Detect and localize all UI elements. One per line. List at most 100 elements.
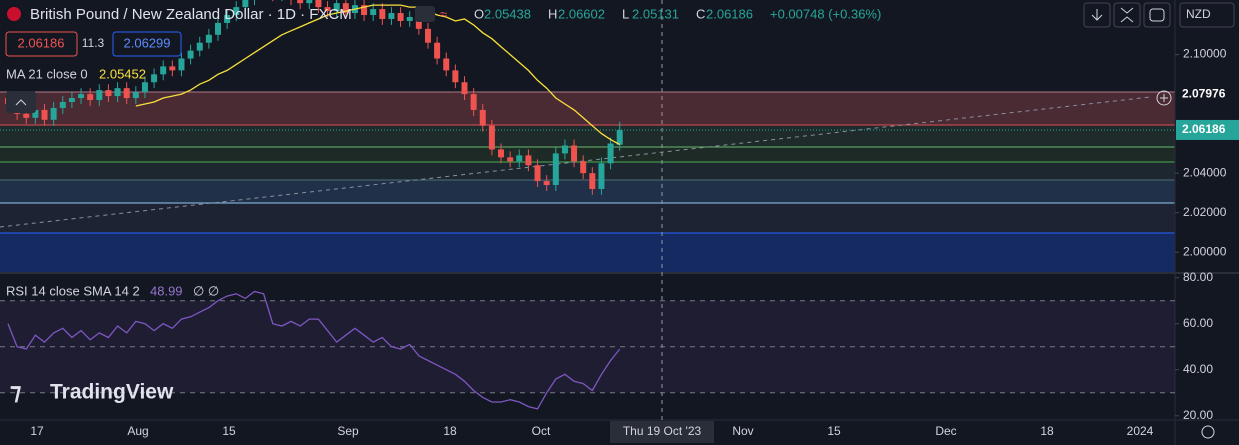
collapse-pane-icon: [1120, 7, 1134, 23]
candle-body: [470, 94, 477, 110]
candle-body: [415, 17, 422, 29]
zone: [0, 233, 1175, 272]
candle-body: [434, 42, 441, 59]
candle-body: [242, 0, 249, 8]
rsi-line: [7, 290, 621, 410]
candle-body: [87, 94, 94, 101]
candle-body: [488, 125, 495, 150]
candle-body: [50, 107, 57, 120]
candle-body: [78, 94, 85, 99]
candle-body: [379, 9, 386, 19]
x-tick-label: 2024: [1127, 424, 1154, 438]
settings-button[interactable]: [1201, 425, 1215, 439]
candle-body: [132, 92, 139, 99]
candle-body: [178, 58, 185, 71]
x-tick-label: Nov: [732, 424, 753, 438]
y-tick-label: 20.00: [1183, 408, 1213, 422]
x-tick-label: Sep: [337, 424, 359, 438]
candle-body: [607, 143, 614, 164]
ma-line: [135, 4, 621, 146]
candle-body: [151, 74, 158, 83]
zone: [0, 92, 1175, 125]
flag-icon: [7, 7, 21, 21]
brand: TradingView: [50, 381, 174, 404]
ohlc: O 2.05438 H 2.06602 L 2.05131 C 2.06186: [474, 6, 753, 21]
y-tick-label: 80.00: [1183, 270, 1213, 284]
add-button[interactable]: [1156, 90, 1172, 106]
ohlc-value: 2.05131: [632, 6, 679, 21]
y-tick-label: 2.02000: [1183, 205, 1227, 219]
trend-line: [0, 96, 1151, 228]
ohlc-key: L: [622, 6, 629, 21]
candle-body: [525, 155, 532, 166]
eye-button[interactable]: [415, 6, 435, 22]
price-pane: [0, 0, 1175, 195]
crosshair-tag: [610, 421, 714, 443]
add-icon: [1160, 94, 1168, 102]
rsi-extra: ∅ ∅: [193, 283, 219, 298]
candle-body: [333, 3, 340, 12]
price-marker-tag: [1176, 84, 1239, 105]
candle-body: [315, 0, 322, 8]
x-tick-label: Oct: [532, 424, 551, 438]
zone: [0, 162, 1175, 180]
candle-body: [105, 90, 112, 97]
candle-body: [59, 102, 66, 108]
last-price-tag: [1176, 119, 1239, 140]
candle-body: [169, 66, 176, 71]
rsi-band: [0, 300, 1175, 393]
rsi-pane: [0, 290, 1175, 410]
x-tick-label: Dec: [935, 424, 956, 438]
zone: [0, 125, 1175, 147]
sell-price: 2.06186: [18, 35, 65, 50]
candle-body: [571, 145, 578, 162]
candle-body: [452, 70, 459, 83]
collapse-button[interactable]: [6, 91, 36, 113]
candle-body: [141, 82, 148, 93]
y-tick-label: 60.00: [1183, 316, 1213, 330]
currency: NZD: [1186, 7, 1211, 21]
candle-body: [214, 22, 221, 35]
candle-body: [324, 7, 331, 12]
candle-body: [32, 109, 39, 118]
x-tick-label: 18: [1040, 424, 1054, 438]
down-button[interactable]: [1083, 2, 1111, 28]
candle-body: [205, 34, 212, 43]
candle-body: [160, 66, 167, 75]
candle-body: [68, 98, 75, 102]
rsi-label: RSI 14 close SMA 14 2: [6, 283, 140, 298]
currency-button[interactable]: [1179, 2, 1235, 28]
candle-body: [424, 28, 431, 43]
ma-label: MA 21 close 0: [6, 66, 88, 81]
symbol-title: British Pound / New Zealand Dollar · 1D …: [30, 6, 352, 23]
candle-body: [361, 5, 368, 16]
logo-mark: ⁊: [10, 378, 21, 404]
y-tick-label: 2.00000: [1183, 244, 1227, 258]
candle-body: [552, 153, 559, 186]
candle-body: [598, 163, 605, 189]
buy-button[interactable]: [112, 31, 182, 57]
maximize-button[interactable]: [1143, 2, 1171, 28]
down-icon: [1091, 9, 1103, 21]
candle-body: [388, 13, 395, 19]
ohlc-value: 2.06186: [706, 6, 753, 21]
candle-body: [516, 155, 523, 162]
maximize-icon: [1149, 8, 1165, 22]
collapse-pane-button[interactable]: [1113, 2, 1141, 28]
buy-price: 2.06299: [124, 35, 171, 50]
sell-button[interactable]: [5, 31, 78, 57]
candle-body: [196, 42, 203, 51]
candle-body: [397, 13, 404, 21]
candle-body: [479, 109, 486, 126]
y-tick-label: 2.04000: [1183, 165, 1227, 179]
candle-body: [616, 129, 623, 145]
candle-body: [306, 0, 313, 4]
ohlc-key: O: [474, 6, 484, 21]
candle-body: [23, 113, 30, 118]
candle-body: [561, 145, 568, 154]
candle-body: [114, 88, 121, 97]
axes: 2.10000 2.04000 2.02000 2.00000 2.07976 2.061…: [30, 47, 1239, 443]
